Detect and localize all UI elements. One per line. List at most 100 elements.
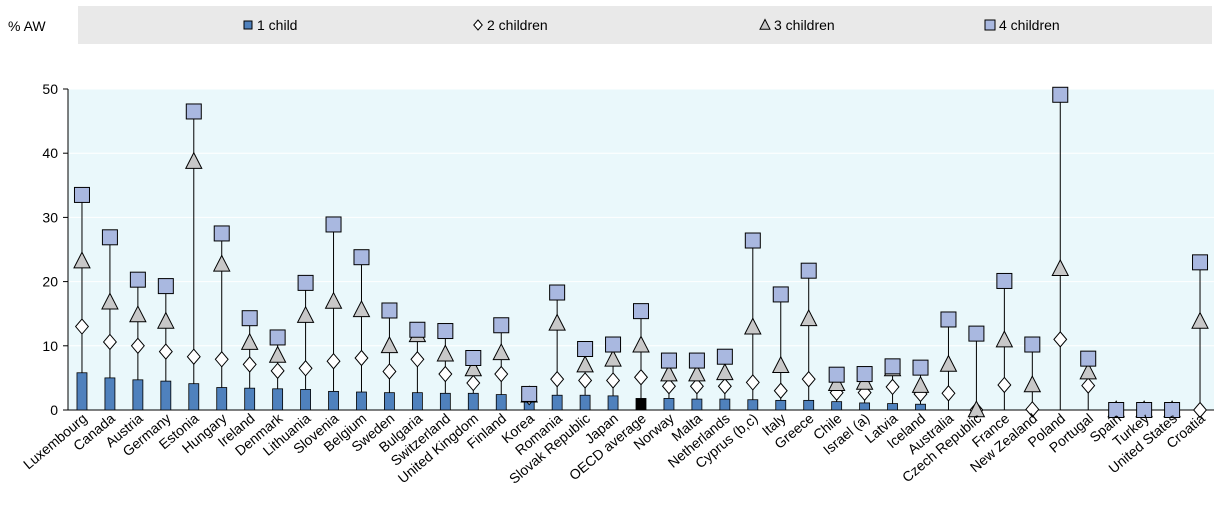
legend-item-3-children: 3 children [759,17,835,33]
marker-4-children [465,349,482,366]
category-group-portugal [1079,350,1098,410]
marker-3-children [604,349,622,367]
bar-1-child [272,388,284,411]
category-group-slovak-republic [576,341,594,411]
legend-item-1-child: 1 child [243,17,297,33]
marker-2-children [689,377,704,395]
marker-4-children [185,103,202,120]
marker-3-children [492,342,511,361]
marker-2-children [158,343,173,360]
marker-2-children [941,385,956,402]
marker-2-children [438,365,453,383]
marker-2-children [885,378,900,396]
category-group-italy [771,286,790,411]
marker-2-children [130,337,145,355]
marker-3-children [967,400,986,418]
legend-label: 3 children [774,17,835,33]
marker-3-children [939,354,958,372]
marker-2-children [382,363,397,380]
marker-3-children [771,355,790,374]
marker-4-children [549,284,566,301]
marker-3-children [548,313,566,331]
category-group-israel-a [855,366,874,411]
category-group-united-kingdom [464,349,483,411]
marker-4-children [912,359,929,376]
marker-4-children [493,317,510,334]
category-group-slovenia [324,216,343,411]
bar-1-child [216,387,228,411]
category-group-bulgaria [408,321,427,411]
category-group-japan [604,336,622,411]
bar-1-child [551,394,563,411]
category-group-iceland [911,359,930,411]
marker-2-children [745,374,760,391]
legend-label: 2 children [487,17,548,33]
marker-2-children [633,368,649,386]
marker-3-children [184,151,203,169]
marker-3-children [268,345,287,363]
marker-3-children [576,355,594,373]
bar-1-child [132,379,144,411]
bar-1-child [384,392,395,411]
marker-2-children [801,370,816,388]
legend-swatch-bar [243,20,253,30]
legend-item-2-children: 2 children [473,17,548,33]
marker-4-children [716,348,733,365]
marker-4-children [437,323,454,340]
category-group-greece [799,262,818,411]
y-tick-label: 10 [42,338,58,354]
bar-1-child [719,398,731,411]
marker-4-children [856,366,873,383]
marker-4-children [521,385,538,402]
legend-swatch-diamond [473,19,483,31]
marker-2-children [242,356,257,373]
bar-1-child [495,394,507,411]
marker-2-children [102,333,117,351]
bar-1-child [747,399,759,411]
category-group-estonia [184,103,203,411]
marker-4-children [1192,254,1209,271]
category-group-turkey [1135,400,1153,419]
category-group-finland [492,317,511,411]
marker-2-children [578,372,593,389]
marker-3-children [1079,362,1098,380]
marker-2-children [298,359,313,377]
marker-3-children [352,299,371,318]
marker-2-children [1081,377,1096,394]
marker-4-children [1136,402,1153,418]
marker-2-children [550,370,565,388]
marker-4-children [129,271,146,288]
category-group-netherlands [716,348,734,411]
legend-band [78,6,1212,44]
category-group-cyprus-b-c [743,232,762,411]
marker-4-children [1080,350,1097,367]
marker-3-children [296,305,315,323]
bar-1-child [831,401,843,411]
y-tick-label: 0 [50,402,58,418]
marker-4-children [577,341,594,358]
bar-1-child [244,387,256,411]
marker-3-children [743,317,762,335]
marker-3-children [212,254,231,272]
category-group-hungary [212,225,231,411]
y-tick-label: 30 [42,209,58,225]
y-tick-label: 50 [42,81,58,97]
marker-3-children [240,332,259,350]
bar-1-child [859,402,871,411]
marker-4-children [409,321,426,338]
category-group-switzerland [436,323,455,411]
category-group-united-states [1163,400,1181,419]
marker-2-children [186,348,201,365]
bar-1-child [915,403,926,411]
marker-4-children [213,225,230,242]
marker-4-children [800,262,817,279]
category-group-malta [688,352,706,411]
bar-1-child [887,403,898,411]
marker-3-children [129,305,147,323]
legend-item-4-children: 4 children [984,17,1060,33]
bar-1-child [188,383,200,411]
y-tick-label: 20 [42,274,58,290]
marker-2-children [494,365,509,383]
marker-2-children [270,362,285,380]
bar-1-child [691,398,703,411]
